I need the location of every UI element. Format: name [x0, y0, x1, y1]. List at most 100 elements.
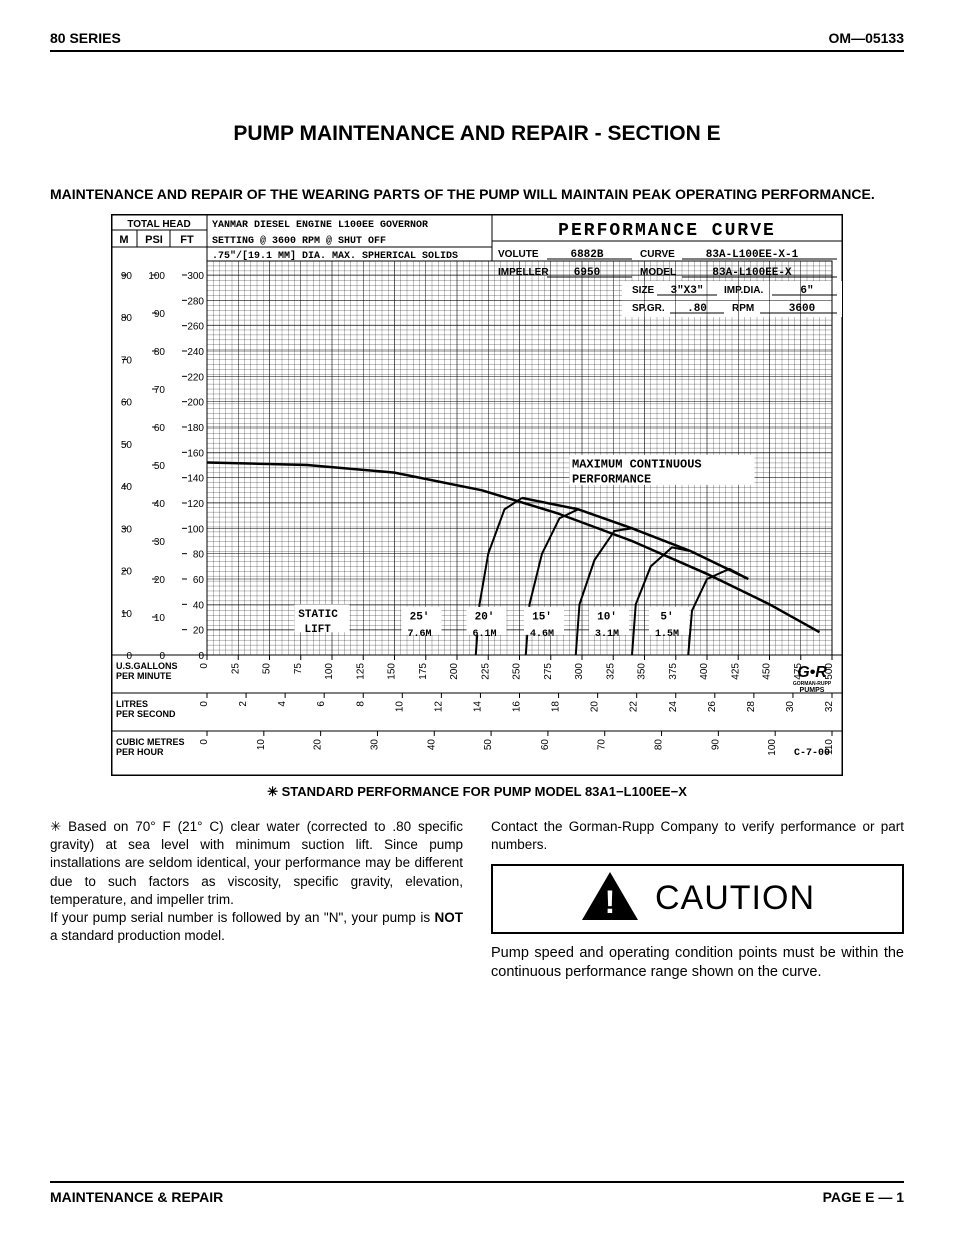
- svg-text:80: 80: [654, 739, 665, 751]
- svg-text:30: 30: [785, 701, 796, 713]
- right-para-1: Contact the Gorman-Rupp Company to verif…: [491, 818, 904, 854]
- svg-text:120: 120: [187, 499, 204, 510]
- caution-label: CAUTION: [655, 876, 815, 922]
- svg-text:30: 30: [154, 537, 166, 548]
- svg-text:300: 300: [187, 271, 204, 282]
- svg-text:PERFORMANCE CURVE: PERFORMANCE CURVE: [558, 221, 776, 241]
- svg-text:22: 22: [629, 701, 640, 713]
- svg-text:20: 20: [193, 626, 205, 637]
- svg-text:28: 28: [746, 701, 757, 713]
- svg-text:225: 225: [480, 663, 491, 680]
- svg-text:175: 175: [418, 663, 429, 680]
- page-title: PUMP MAINTENANCE AND REPAIR - SECTION E: [50, 122, 904, 146]
- svg-text:60: 60: [540, 739, 551, 751]
- svg-text:VOLUTE: VOLUTE: [498, 249, 539, 260]
- footer-left: MAINTENANCE & REPAIR: [50, 1189, 223, 1205]
- svg-text:220: 220: [187, 372, 204, 383]
- caution-box: ! CAUTION: [491, 864, 904, 933]
- svg-text:CUBIC METRES: CUBIC METRES: [116, 737, 185, 747]
- header-left: 80 SERIES: [50, 30, 121, 46]
- svg-text:100: 100: [148, 271, 165, 282]
- svg-text:6.1M: 6.1M: [472, 629, 496, 640]
- svg-text:280: 280: [187, 296, 204, 307]
- svg-text:7.6M: 7.6M: [407, 629, 431, 640]
- svg-text:200: 200: [187, 398, 204, 409]
- svg-text:STATIC: STATIC: [298, 609, 338, 621]
- svg-text:250: 250: [512, 663, 523, 680]
- right-column: Contact the Gorman-Rupp Company to verif…: [491, 818, 904, 981]
- svg-text:90: 90: [710, 739, 721, 751]
- svg-text:PER SECOND: PER SECOND: [116, 709, 176, 719]
- svg-text:PERFORMANCE: PERFORMANCE: [572, 473, 651, 487]
- svg-text:32: 32: [824, 701, 835, 713]
- svg-text:25': 25': [410, 612, 430, 624]
- footer-right: PAGE E — 1: [823, 1189, 904, 1205]
- svg-text:70: 70: [597, 739, 608, 751]
- svg-text:PUMPS: PUMPS: [800, 687, 825, 694]
- svg-text:140: 140: [187, 474, 204, 485]
- svg-text:24: 24: [668, 701, 679, 713]
- svg-text:40: 40: [121, 482, 133, 493]
- svg-text:FT: FT: [180, 234, 194, 246]
- left-para-1: ✳ Based on 70° F (21° C) clear water (co…: [50, 818, 463, 909]
- svg-text:50: 50: [262, 663, 273, 675]
- svg-text:5': 5': [660, 612, 673, 624]
- svg-text:10': 10': [597, 612, 617, 624]
- page-footer: MAINTENANCE & REPAIR PAGE E — 1: [50, 1181, 904, 1205]
- svg-text:450: 450: [762, 663, 773, 680]
- performance-chart: TOTAL HEADMPSIFTYANMAR DIESEL ENGINE L10…: [111, 214, 843, 776]
- svg-text:20': 20': [475, 612, 495, 624]
- svg-text:16: 16: [512, 701, 523, 713]
- subtitle: MAINTENANCE AND REPAIR OF THE WEARING PA…: [50, 186, 904, 202]
- svg-text:IMPELLER: IMPELLER: [498, 267, 549, 278]
- svg-text:90: 90: [154, 309, 166, 320]
- svg-text:50: 50: [154, 461, 166, 472]
- svg-text:100: 100: [767, 739, 778, 756]
- svg-text:50: 50: [483, 739, 494, 751]
- svg-text:150: 150: [387, 663, 398, 680]
- svg-text:70: 70: [121, 355, 133, 366]
- caution-text: Pump speed and operating condition point…: [491, 944, 904, 982]
- left-column: ✳ Based on 70° F (21° C) clear water (co…: [50, 818, 463, 981]
- svg-text:260: 260: [187, 322, 204, 333]
- chart-caption: ✳ STANDARD PERFORMANCE FOR PUMP MODEL 83…: [50, 784, 904, 800]
- svg-text:0: 0: [199, 739, 210, 745]
- svg-text:RPM: RPM: [732, 303, 754, 314]
- svg-text:MODEL: MODEL: [640, 267, 676, 278]
- svg-text:40: 40: [193, 600, 205, 611]
- svg-text:CURVE: CURVE: [640, 249, 675, 260]
- svg-text:SP.GR.: SP.GR.: [632, 303, 665, 314]
- svg-text:C-7-00: C-7-00: [794, 748, 830, 759]
- svg-text:12: 12: [433, 701, 444, 713]
- svg-text:15': 15': [532, 612, 552, 624]
- svg-text:100: 100: [187, 524, 204, 535]
- page-header: 80 SERIES OM—05133: [50, 30, 904, 52]
- svg-text:26: 26: [707, 701, 718, 713]
- svg-text:400: 400: [699, 663, 710, 680]
- svg-text:0: 0: [199, 663, 210, 669]
- svg-text:20: 20: [121, 567, 133, 578]
- svg-text:240: 240: [187, 347, 204, 358]
- svg-text:325: 325: [605, 663, 616, 680]
- svg-text:PSI: PSI: [145, 234, 163, 246]
- svg-text:20: 20: [154, 575, 166, 586]
- svg-text:IMP.DIA.: IMP.DIA.: [724, 285, 763, 296]
- svg-text:10: 10: [121, 609, 133, 620]
- svg-text:SETTING @ 3600 RPM @ SHUT OFF: SETTING @ 3600 RPM @ SHUT OFF: [212, 235, 386, 247]
- svg-text:18: 18: [551, 701, 562, 713]
- svg-text:G•R: G•R: [797, 664, 827, 681]
- svg-text:425: 425: [730, 663, 741, 680]
- svg-text:4.6M: 4.6M: [530, 629, 554, 640]
- svg-text:200: 200: [449, 663, 460, 680]
- svg-text:60: 60: [193, 575, 205, 586]
- svg-text:50: 50: [121, 440, 133, 451]
- svg-text:PER HOUR: PER HOUR: [116, 747, 164, 757]
- svg-text:6: 6: [316, 701, 327, 707]
- svg-text:1.5M: 1.5M: [655, 629, 679, 640]
- svg-text:300: 300: [574, 663, 585, 680]
- svg-text:30: 30: [121, 524, 133, 535]
- svg-text:375: 375: [668, 663, 679, 680]
- svg-text:10: 10: [256, 739, 267, 751]
- svg-text:PER MINUTE: PER MINUTE: [116, 671, 172, 681]
- svg-text:SIZE: SIZE: [632, 285, 655, 296]
